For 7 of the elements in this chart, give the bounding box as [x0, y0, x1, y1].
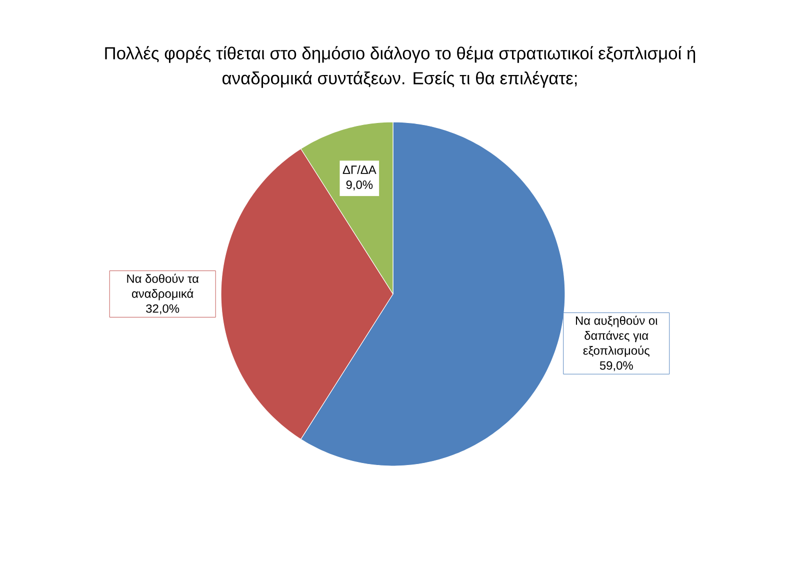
slice-label: ΔΓ/ΔΑ — [342, 165, 376, 174]
data-label: 9,0% — [346, 180, 373, 190]
slice-label: Να δοθούν τα αναδρομικά — [127, 274, 199, 300]
data-label: 32,0% — [146, 304, 180, 314]
slice-label: Να αυξηθούν οι δαπάνες για εξοπλισμούς — [576, 316, 658, 357]
data-label: 59,0% — [600, 361, 633, 372]
chart-title: Πολλές φορές τίθεται στο δημόσιο διάλογο το θέμα στρατιωτικοί εξοπλισμοί ή αναδρομικά συντάξεων. Εσείς τι θα επιλέγατε; — [105, 46, 696, 88]
